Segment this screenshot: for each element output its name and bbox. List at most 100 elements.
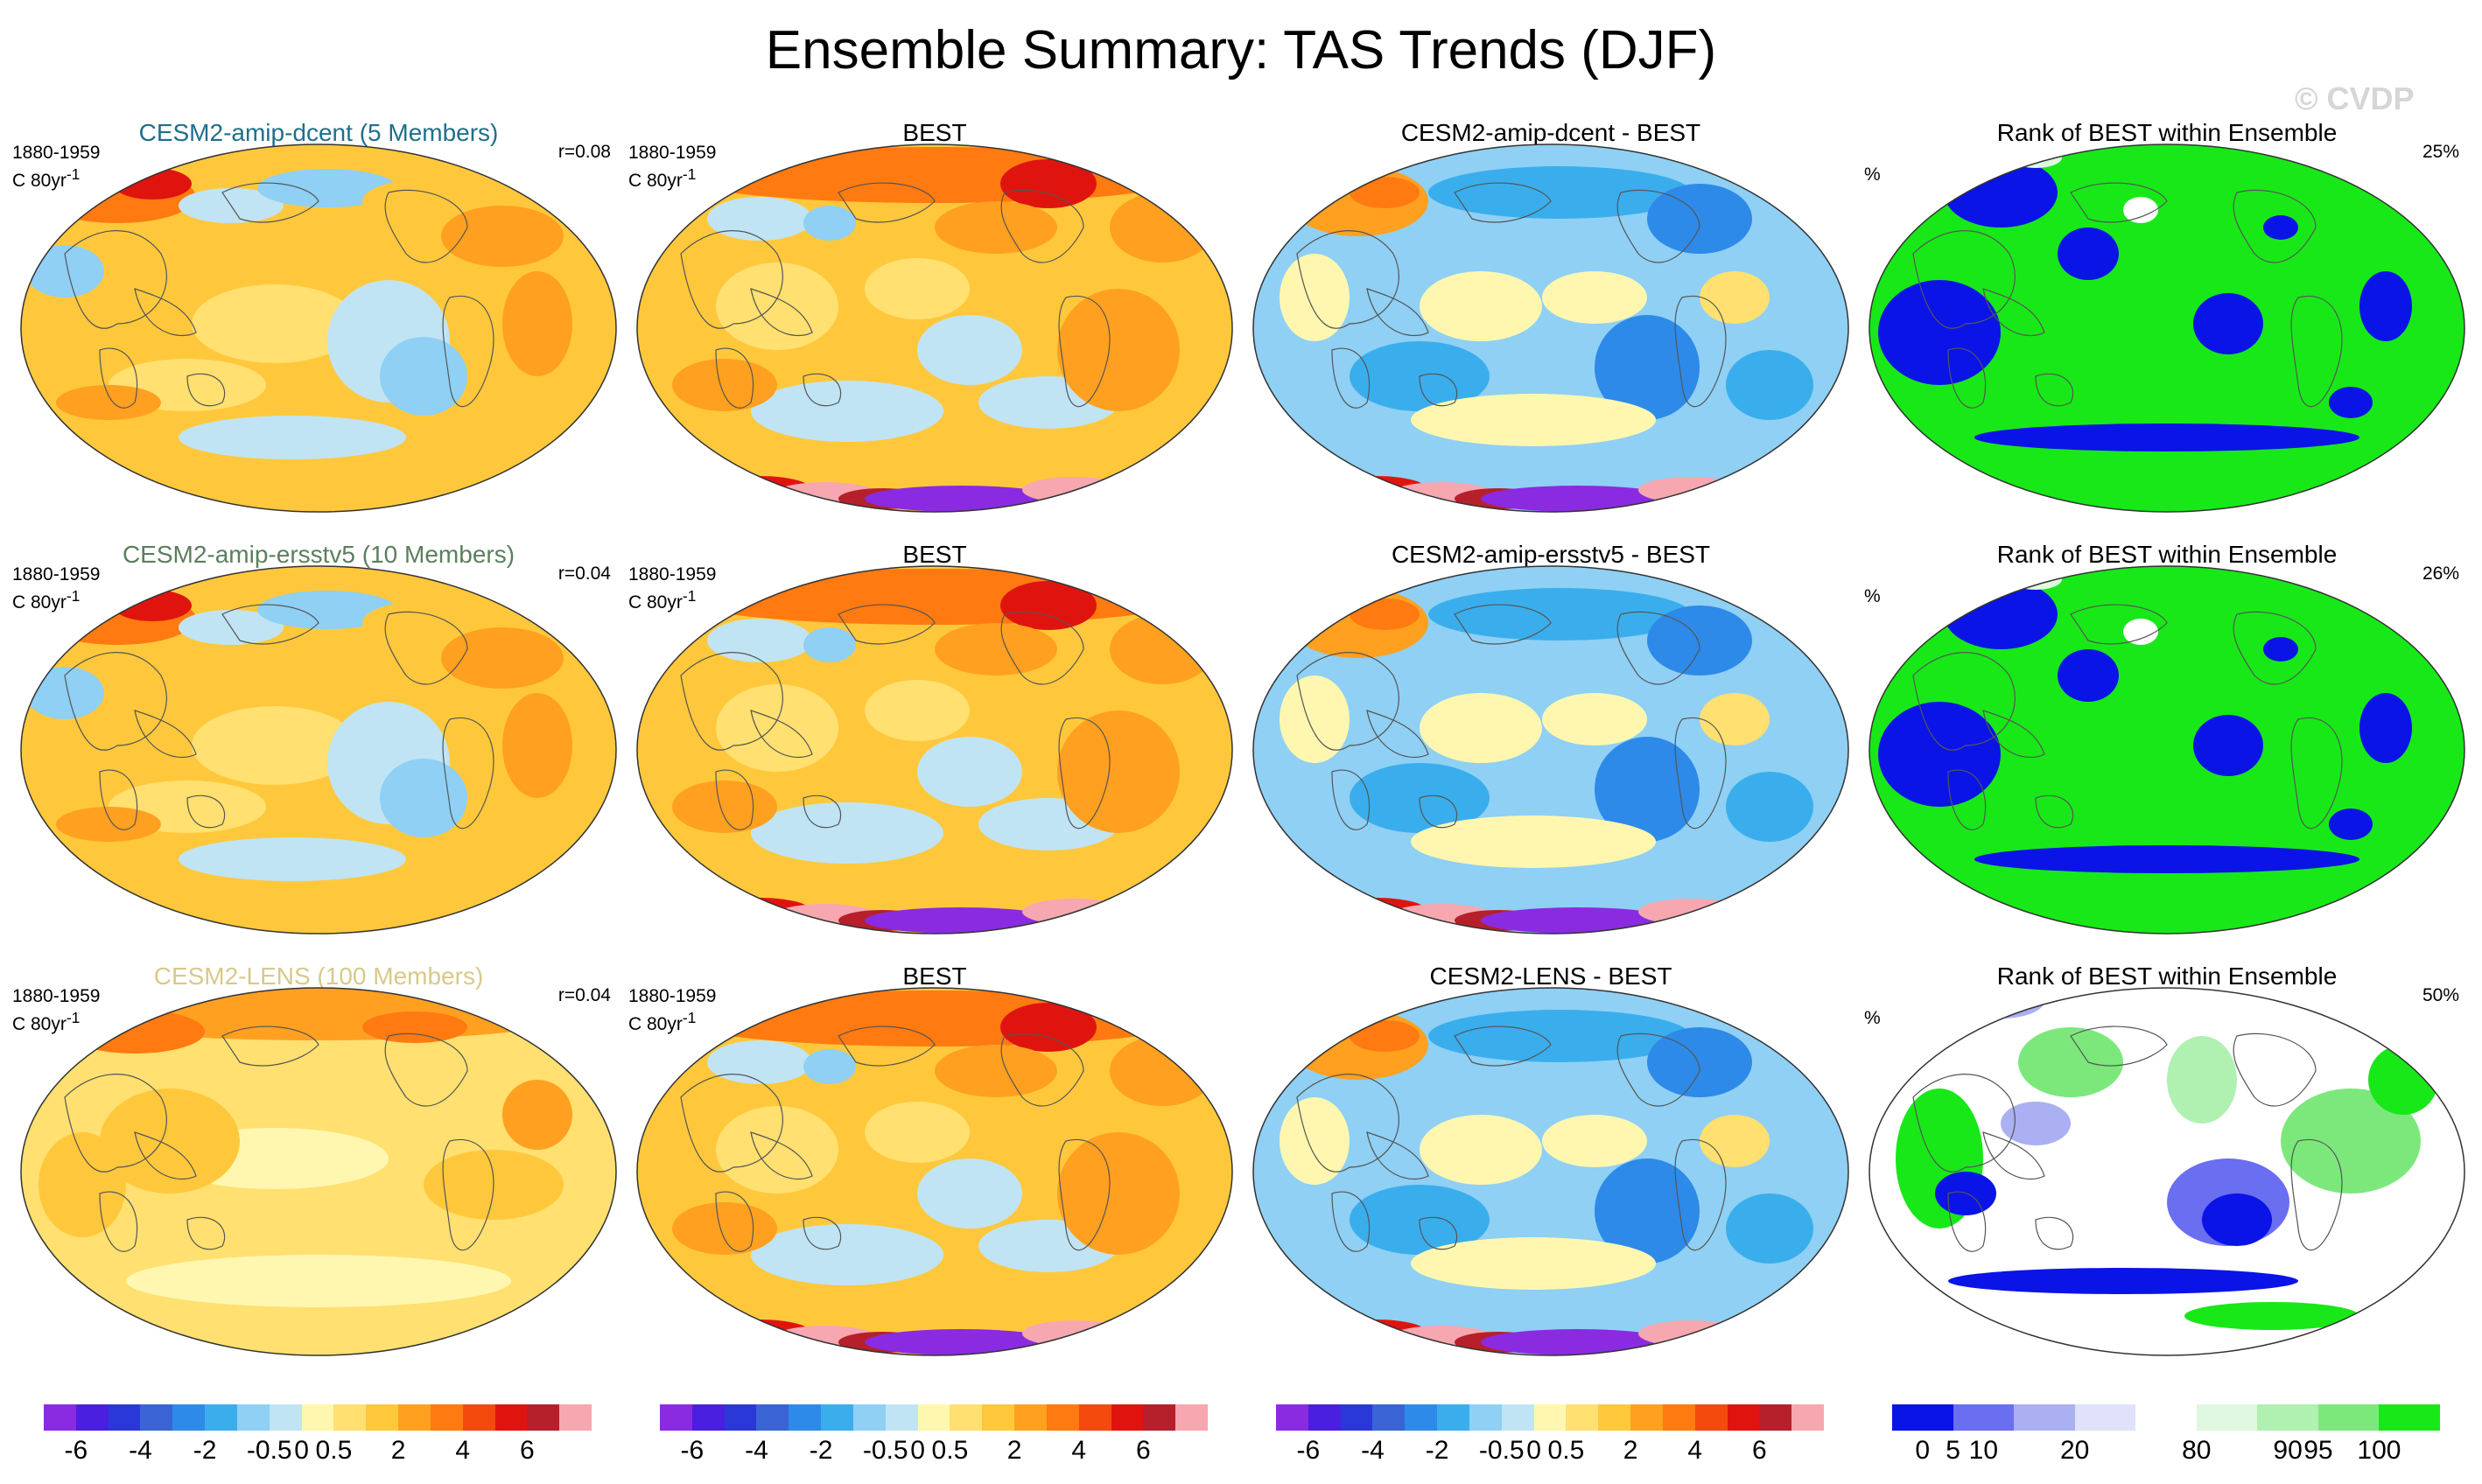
continent-outline — [2290, 717, 2343, 830]
coastlines — [1912, 182, 2343, 409]
colorbar-box — [269, 1404, 303, 1431]
colorbar-box — [1598, 1404, 1631, 1431]
continent-outline — [1331, 769, 1371, 830]
colorbar-box — [1111, 1404, 1144, 1431]
continent-outline — [680, 652, 783, 751]
colorbar-tick-label: -6 — [1296, 1436, 1321, 1465]
field-region — [865, 1329, 1057, 1355]
field-region — [707, 619, 812, 662]
panel-title: CESM2-amip-dcent (5 Members) — [138, 119, 499, 146]
colorbar-box — [236, 1404, 270, 1431]
continent-outline — [750, 710, 813, 758]
continent-outline — [2070, 604, 2168, 645]
coastlines — [64, 1026, 494, 1252]
field-region — [1700, 1115, 1770, 1167]
colorbar-box — [1372, 1404, 1406, 1431]
map-field — [637, 988, 1232, 1355]
coastlines — [1912, 604, 2343, 830]
colorbar-box — [494, 1404, 528, 1431]
continent-outline — [442, 295, 494, 408]
colorbar-box — [1501, 1404, 1535, 1431]
colorbar-box — [1727, 1404, 1760, 1431]
field-region — [1110, 614, 1215, 684]
field-region — [1057, 1132, 1180, 1255]
field-region — [502, 1080, 572, 1150]
continent-outline — [64, 652, 167, 751]
continent-outline — [2070, 1026, 2168, 1067]
colorbar-tick-label: -2 — [1425, 1436, 1449, 1465]
field-region — [56, 807, 161, 842]
world-map — [20, 144, 617, 513]
continent-outline — [1366, 1131, 1429, 1180]
panel-title: CESM2-amip-dcent - BEST — [1400, 119, 1701, 146]
field-region — [1481, 1329, 1673, 1355]
field-region — [100, 1088, 240, 1194]
field-region — [1726, 772, 1813, 842]
map-field — [1253, 988, 1848, 1355]
colorbar-tick-label: 0.5 — [931, 1436, 969, 1465]
continent-outline — [384, 1032, 468, 1107]
colorbar-box — [430, 1404, 464, 1431]
continent-outline — [1000, 189, 1084, 263]
colorbar-box — [333, 1404, 367, 1431]
colorbar-box — [1175, 1404, 1209, 1431]
continent-outline — [1616, 611, 1700, 685]
field-region — [56, 385, 161, 420]
colorbar-box — [75, 1404, 109, 1431]
colorbar-box — [2379, 1404, 2441, 1431]
continent-outline — [186, 373, 226, 407]
field-region — [2018, 1027, 2123, 1097]
panel-r3-rank: Rank of BEST within Ensemble % 50% — [1861, 962, 2473, 1377]
continent-outline — [1454, 1026, 1552, 1067]
field-region — [672, 1202, 777, 1255]
field-region — [25, 245, 104, 298]
field-region — [441, 627, 564, 689]
continent-outline — [2035, 1216, 2074, 1250]
field-region — [1542, 1115, 1647, 1167]
field-region — [803, 206, 856, 241]
map-border — [1252, 987, 1849, 1356]
field-region — [865, 907, 1057, 934]
panel-r3-obs: BEST 1880-1959 C 80yr-1 — [628, 962, 1241, 1377]
continent-outline — [2233, 611, 2317, 685]
colorbar: 0 5 10 20 80 90 95 100 — [1892, 1404, 2441, 1465]
field-region — [2263, 637, 2298, 662]
colorbar-box — [1533, 1404, 1567, 1431]
panel-title: CESM2-amip-ersstv5 - BEST — [1391, 541, 1711, 568]
field-region — [935, 623, 1057, 676]
field-region — [1428, 1010, 1691, 1062]
field-region — [1481, 907, 1673, 934]
field-region — [716, 262, 838, 350]
continent-outline — [1058, 717, 1111, 830]
field-region — [1542, 271, 1647, 324]
field-region — [2058, 649, 2119, 702]
colorbar-box — [172, 1404, 206, 1431]
period-label: 1880-1959 C 80yr-1 — [12, 143, 101, 191]
field-region — [2263, 215, 2298, 240]
colorbar-box — [527, 1404, 560, 1431]
colorbar-box — [398, 1404, 431, 1431]
field-region — [2001, 1102, 2071, 1145]
colorbar-tick-label: 95 — [2303, 1436, 2333, 1465]
field-region — [865, 680, 970, 741]
coastlines — [1296, 182, 1727, 409]
colorbar-box — [559, 1404, 592, 1431]
continent-outline — [1947, 769, 1987, 830]
map-field — [637, 144, 1232, 512]
continent-outline — [680, 230, 783, 329]
colorbar-box — [2074, 1404, 2136, 1431]
map-border — [20, 987, 617, 1356]
period-label: 1880-1959 C 80yr-1 — [12, 564, 101, 612]
field-region — [380, 337, 467, 416]
map-field — [21, 988, 616, 1355]
colorbar-box — [1308, 1404, 1342, 1431]
continent-outline — [442, 1138, 494, 1251]
percent-unit: % — [1864, 1008, 1881, 1028]
continent-outline — [838, 1026, 936, 1067]
percent-unit: % — [1864, 586, 1881, 606]
continent-outline — [1296, 652, 1399, 751]
colorbar-tick-label: 6 — [1136, 1436, 1151, 1465]
field-region — [1411, 394, 1656, 446]
colorbar-box — [1892, 1404, 1954, 1431]
field-region — [555, 350, 607, 420]
